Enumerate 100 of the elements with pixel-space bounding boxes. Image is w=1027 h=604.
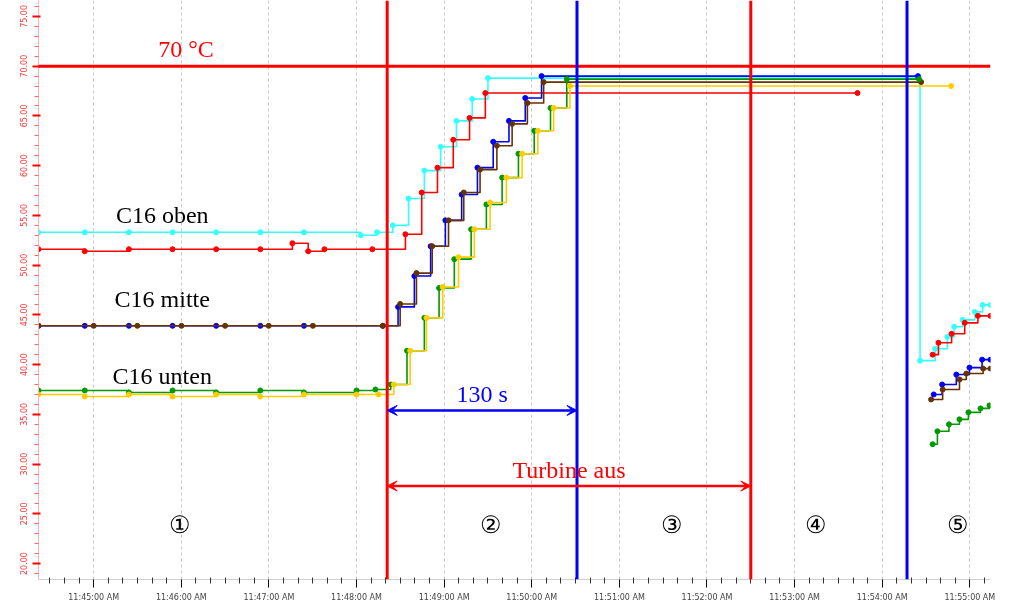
point [289, 240, 296, 247]
point [407, 347, 414, 354]
point [81, 229, 88, 236]
annotation: C16 unten [112, 362, 212, 389]
point [934, 428, 941, 435]
point [353, 391, 360, 398]
point [524, 99, 531, 106]
point [509, 120, 516, 127]
point [563, 76, 570, 83]
x-tick-label: 11:51:00 AM [593, 592, 645, 602]
point [928, 396, 935, 403]
point [455, 254, 462, 261]
annotation: C16 mitte [114, 285, 210, 312]
point [953, 371, 960, 378]
x-tick-label: 11:48:00 AM [331, 592, 383, 602]
point [169, 393, 176, 400]
point [487, 199, 494, 206]
point [451, 256, 458, 263]
point [421, 167, 428, 174]
point [222, 322, 229, 329]
point [490, 138, 497, 145]
point [854, 90, 861, 97]
point [482, 90, 489, 97]
point [402, 231, 409, 238]
point [986, 402, 991, 409]
point [935, 339, 942, 346]
point [493, 142, 500, 149]
point [929, 351, 936, 358]
point [81, 387, 88, 394]
point [951, 323, 958, 330]
point [932, 345, 939, 352]
point [484, 75, 491, 82]
point [169, 387, 176, 394]
point [963, 370, 970, 377]
point [305, 248, 312, 255]
point [405, 195, 412, 202]
y-tick-label: 25.00 [20, 502, 30, 526]
point [437, 143, 444, 150]
point [979, 356, 986, 363]
annotation: C16 oben [115, 202, 209, 229]
point [540, 79, 547, 86]
point [434, 164, 441, 171]
point [483, 201, 490, 208]
point [178, 322, 185, 329]
point [522, 95, 529, 101]
point [374, 229, 381, 236]
y-tick-label: 60.00 [20, 154, 30, 178]
point [929, 441, 936, 448]
ref-line-label: 70 °C [158, 36, 214, 63]
y-tick-label: 75.00 [20, 4, 30, 28]
point [257, 387, 264, 394]
point [469, 95, 476, 102]
y-tick-label: 20.00 [20, 552, 30, 576]
point [980, 365, 987, 372]
point [566, 83, 573, 90]
point [257, 393, 264, 400]
point [948, 83, 955, 90]
point [944, 333, 951, 340]
point [505, 117, 512, 124]
point [265, 322, 272, 329]
point [939, 386, 946, 393]
point [450, 136, 457, 143]
point [257, 229, 264, 236]
point [309, 322, 316, 329]
point [389, 222, 396, 229]
point [90, 322, 97, 329]
point [939, 381, 946, 388]
x-tick-label: 11:47:00 AM [243, 592, 295, 602]
y-tick-label: 30.00 [20, 452, 30, 476]
point [213, 246, 220, 253]
annotation: 130 s [456, 381, 508, 408]
annotation: ④ [805, 510, 828, 539]
point [369, 246, 376, 253]
point [453, 117, 460, 124]
point [945, 421, 952, 428]
point [956, 376, 963, 383]
point [966, 364, 973, 371]
annotation: ② [479, 510, 502, 539]
point [321, 246, 328, 253]
y-tick-label: 50.00 [20, 253, 30, 277]
y-tick-label: 45.00 [20, 303, 30, 327]
point [169, 246, 176, 253]
point [519, 150, 526, 157]
x-tick-label: 11:54:00 AM [856, 592, 908, 602]
point [956, 416, 963, 423]
point [375, 391, 382, 398]
y-tick-label: 40.00 [20, 353, 30, 377]
point [466, 114, 473, 121]
point [965, 409, 972, 416]
point [357, 232, 364, 239]
x-tick-label: 11:50:00 AM [506, 592, 558, 602]
annotation: ① [169, 510, 192, 539]
x-tick-label: 11:46:00 AM [155, 592, 207, 602]
point [213, 229, 220, 236]
x-tick-label: 11:49:00 AM [418, 592, 470, 602]
point [503, 174, 510, 181]
point [538, 73, 545, 80]
x-tick-label: 11:52:00 AM [681, 592, 733, 602]
point [974, 312, 981, 319]
point [300, 229, 307, 236]
